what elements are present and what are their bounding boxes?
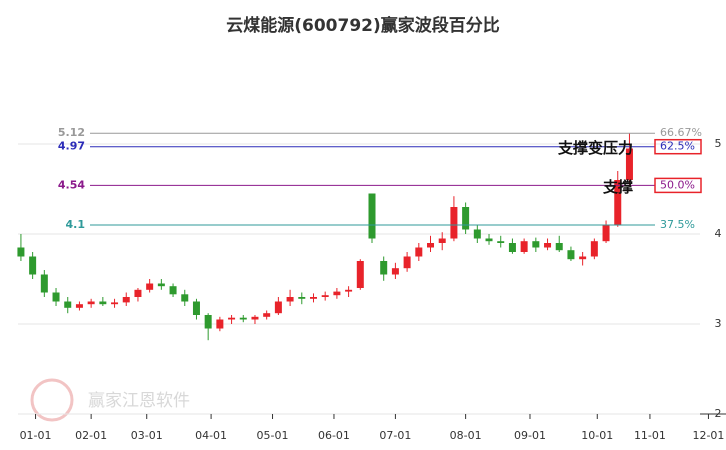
candle-body [111, 302, 119, 305]
candle-body [532, 241, 540, 248]
x-tick-label: 12-01 [692, 429, 724, 442]
candle-body [356, 261, 364, 288]
level-note: 支撑 [602, 178, 633, 196]
level-box [654, 177, 702, 194]
candle-body [473, 229, 481, 239]
candle-body [602, 225, 610, 242]
candle-body [321, 295, 329, 297]
candle-body [345, 289, 353, 292]
candle-body [263, 313, 271, 317]
candle-body [29, 256, 37, 275]
candle-body [204, 315, 212, 329]
candle-body [415, 247, 423, 257]
candle-body [579, 256, 587, 260]
candle-body [333, 291, 341, 296]
level-pct: 37.5% [660, 218, 695, 231]
y-tick-label: 3 [715, 317, 722, 330]
candle-body [438, 238, 446, 243]
candle-body [192, 301, 200, 315]
candle-body [368, 193, 376, 239]
level-pct: 62.5% [660, 140, 695, 153]
x-tick-label: 06-01 [318, 429, 350, 442]
candle-body [508, 243, 516, 252]
candle-body [485, 238, 493, 242]
watermark-logo [30, 378, 74, 422]
candle-body [497, 241, 505, 243]
candle-body [625, 148, 633, 180]
candle-body [403, 256, 411, 269]
candle-body [380, 261, 388, 275]
candle-body [87, 301, 95, 305]
x-tick-label: 04-01 [195, 429, 227, 442]
candle-body [239, 317, 247, 320]
candle-body [520, 241, 528, 252]
candle-body [216, 319, 224, 329]
level-pct: 50.0% [660, 178, 695, 191]
candle-body [614, 180, 622, 225]
candle-body [181, 294, 189, 302]
candle-body [309, 297, 317, 299]
x-tick-label: 02-01 [75, 429, 107, 442]
candle-body [157, 283, 165, 287]
candle-body [64, 301, 72, 308]
y-tick-label: 4 [715, 227, 722, 240]
candle-body [146, 283, 154, 290]
candle-body [228, 317, 236, 320]
level-value: 5.12 [58, 126, 85, 139]
x-tick-label: 07-01 [379, 429, 411, 442]
level-value: 4.97 [58, 140, 85, 153]
level-value: 4.54 [58, 178, 85, 191]
candle-body [427, 243, 435, 248]
watermark: 赢家江恩软件 [88, 391, 190, 411]
candle-body [286, 297, 294, 302]
x-tick-label: 03-01 [131, 429, 163, 442]
x-tick-label: 10-01 [581, 429, 613, 442]
candle-body [99, 301, 107, 305]
candle-body [567, 250, 575, 260]
chart-title: 云煤能源(600792)赢家波段百分比 [226, 15, 500, 36]
candle-body [450, 207, 458, 239]
candle-body [40, 274, 48, 293]
candle-body [462, 207, 470, 230]
candle-body [169, 286, 177, 295]
candle-body [555, 243, 563, 251]
candle-body [590, 241, 598, 257]
level-value: 4.1 [66, 218, 86, 231]
candle-body [75, 304, 83, 308]
level-box [654, 138, 702, 155]
x-tick-label: 09-01 [514, 429, 546, 442]
candle-body [122, 297, 130, 303]
x-tick-label: 08-01 [450, 429, 482, 442]
level-pct: 66.67% [660, 126, 702, 139]
y-tick-label: 2 [715, 407, 722, 420]
x-tick-label: 11-01 [634, 429, 666, 442]
candle-body [544, 243, 552, 248]
candle-body [274, 301, 282, 314]
x-tick-label: 01-01 [20, 429, 52, 442]
candle-body [298, 297, 306, 299]
x-tick-label: 05-01 [257, 429, 289, 442]
candle-body [17, 247, 25, 257]
candle-body [52, 292, 60, 302]
candle-body [251, 316, 259, 320]
candle-body [134, 289, 142, 297]
y-tick-label: 5 [715, 137, 722, 150]
candle-body [391, 268, 399, 275]
level-note: 支撑变压力 [557, 139, 633, 157]
